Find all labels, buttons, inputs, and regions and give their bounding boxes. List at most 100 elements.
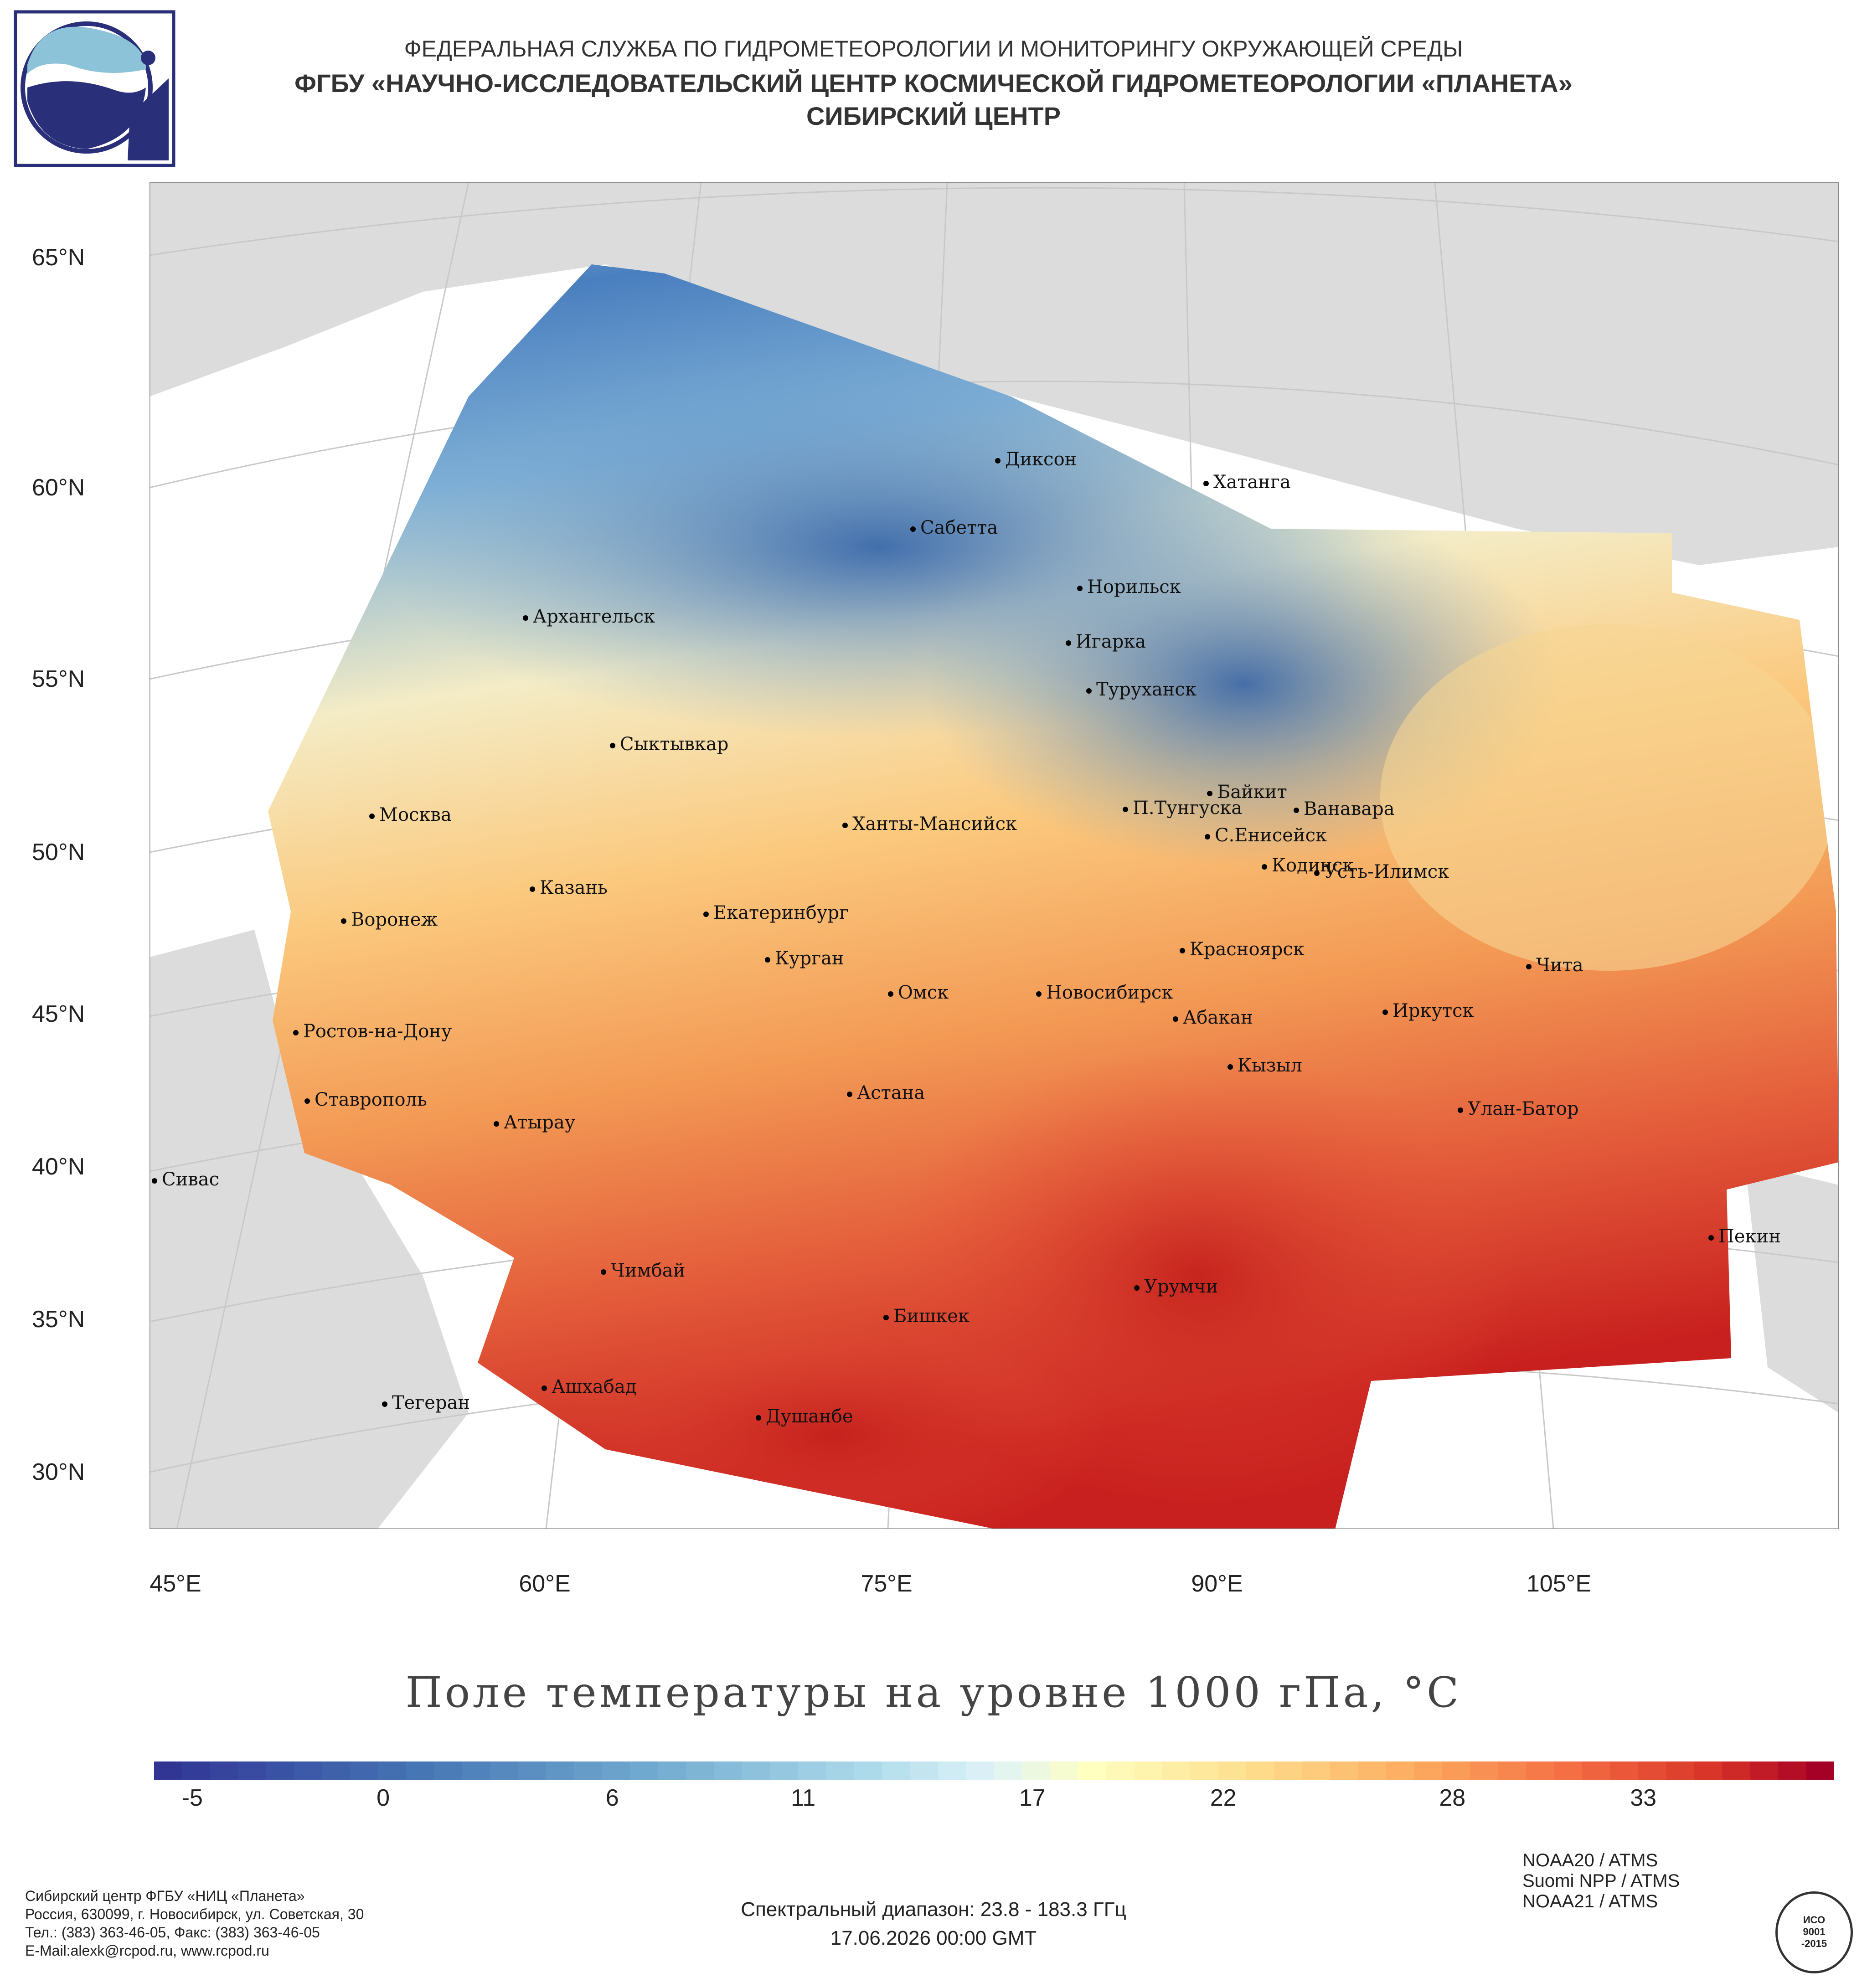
city-label: Чимбай <box>601 1260 685 1281</box>
city-label: Урумчи <box>1134 1276 1218 1297</box>
city-label: Ванавара <box>1294 798 1395 819</box>
iso-year: -2015 <box>1801 1938 1827 1949</box>
instrument: NOAA21 / ATMS <box>1522 1891 1658 1911</box>
city-label: Астана <box>847 1082 925 1103</box>
colorbar-bin <box>490 1761 519 1780</box>
city-label: Улан-Батор <box>1458 1098 1578 1119</box>
colorbar-bin <box>1246 1761 1275 1780</box>
city-label: Ростов-на-Дону <box>293 1021 452 1042</box>
colorbar-bin <box>294 1761 323 1780</box>
temperature-map <box>150 182 1839 1529</box>
city-label: Ставрополь <box>304 1089 427 1110</box>
colorbar-bin <box>406 1761 435 1780</box>
lat-label: 55°N <box>32 666 85 692</box>
colorbar-bin <box>742 1761 771 1780</box>
city-label: Воронеж <box>341 909 438 930</box>
colorbar-bin <box>658 1761 687 1780</box>
city-label: Усть-Илимск <box>1314 861 1449 882</box>
lat-label: 45°N <box>32 1001 85 1027</box>
iso-number: 9001 <box>1803 1926 1826 1937</box>
city-label: Новосибирск <box>1036 982 1173 1003</box>
city-label: Туруханск <box>1086 679 1197 700</box>
colorbar-bin <box>434 1761 463 1780</box>
city-label: Хатанга <box>1203 472 1291 493</box>
instrument: NOAA20 / ATMS <box>1522 1850 1658 1870</box>
colorbar-bin <box>1638 1761 1667 1780</box>
lon-label: 45°E <box>150 1571 201 1597</box>
city-label: Диксон <box>995 449 1077 470</box>
city-label: Красноярск <box>1180 939 1305 960</box>
lat-label: 50°N <box>32 839 85 865</box>
city-label: Сыктывкар <box>610 734 728 755</box>
colorbar-bin <box>714 1761 743 1780</box>
colorbar-bin <box>266 1761 295 1780</box>
colorbar-bin <box>1302 1761 1331 1780</box>
iso-label: ИСО <box>1803 1914 1826 1926</box>
center-title: ФГБУ «НАУЧНО-ИССЛЕДОВАТЕЛЬСКИЙ ЦЕНТР КОС… <box>294 69 1573 98</box>
colorbar-tick-label: 0 <box>376 1785 390 1811</box>
colorbar-bin <box>798 1761 827 1780</box>
colorbar-bin <box>350 1761 379 1780</box>
city-label: Игарка <box>1066 631 1146 652</box>
colorbar-bin <box>1498 1761 1527 1780</box>
colorbar-bin <box>518 1761 547 1780</box>
colorbar-bin <box>1806 1761 1834 1780</box>
colorbar-bin <box>1218 1761 1247 1780</box>
lon-label: 75°E <box>861 1571 913 1597</box>
city-label: Архангельск <box>523 606 655 627</box>
colorbar-bin <box>826 1761 855 1780</box>
lat-label: 60°N <box>32 474 85 501</box>
city-label: Абакан <box>1173 1007 1253 1028</box>
datetime: 17.06.2026 00:00 GMT <box>830 1927 1037 1949</box>
colorbar-bin <box>1750 1761 1779 1780</box>
colorbar-bin <box>1442 1761 1471 1780</box>
lat-label: 40°N <box>32 1154 85 1180</box>
colorbar-bin <box>882 1761 911 1780</box>
city-label: Екатеринбург <box>703 902 849 923</box>
city-label: Бишкек <box>883 1306 970 1327</box>
colorbar-bin <box>686 1761 715 1780</box>
instrument: Suomi NPP / ATMS <box>1522 1871 1680 1891</box>
colorbar-bin <box>210 1761 239 1780</box>
org-address: Россия, 630099, г. Новосибирск, ул. Сове… <box>25 1906 364 1922</box>
colorbar-tick-label: 17 <box>1019 1785 1046 1811</box>
colorbar-bin <box>1694 1761 1723 1780</box>
branch-title: СИБИРСКИЙ ЦЕНТР <box>806 102 1061 130</box>
city-label: Омск <box>888 982 949 1003</box>
city-label: Сабетта <box>910 517 998 538</box>
colorbar-bin <box>1526 1761 1555 1780</box>
colorbar-bin <box>238 1761 267 1780</box>
org-email: E-Mail:alexk@rcpod.ru, www.rcpod.ru <box>25 1942 269 1959</box>
colorbar-bin <box>154 1761 183 1780</box>
city-label: Норильск <box>1077 577 1181 597</box>
chart-title: Поле температуры на уровне 1000 гПа, °C <box>405 1668 1462 1717</box>
city-label: П.Тунгуска <box>1123 798 1242 819</box>
city-label: Сивас <box>152 1169 219 1190</box>
colorbar-bin <box>1330 1761 1359 1780</box>
colorbar-bin <box>938 1761 967 1780</box>
colorbar-bin <box>1162 1761 1191 1780</box>
colorbar-tick-label: -5 <box>181 1785 203 1811</box>
lon-label: 60°E <box>519 1571 571 1597</box>
colorbar-bin <box>574 1761 603 1780</box>
colorbar-bin <box>1666 1761 1695 1780</box>
spectral-range: Спектральный диапазон: 23.8 - 183.3 ГГц <box>741 1898 1126 1921</box>
colorbar-bin <box>770 1761 799 1780</box>
city-label: Москва <box>369 804 452 825</box>
iso-certification-badge: ИСО 9001 -2015 <box>1775 1891 1853 1973</box>
city-label: Кызыл <box>1227 1055 1302 1076</box>
colorbar-tick-label: 22 <box>1210 1785 1237 1811</box>
colorbar-bin <box>322 1761 351 1780</box>
colorbar-bin <box>1050 1761 1079 1780</box>
city-label: Чита <box>1526 955 1583 976</box>
colorbar-bin <box>1582 1761 1611 1780</box>
city-label: С.Енисейск <box>1205 825 1327 846</box>
colorbar-bin <box>910 1761 939 1780</box>
city-label: Иркутск <box>1382 1000 1474 1021</box>
colorbar-bin <box>1554 1761 1583 1780</box>
colorbar-bin <box>1470 1761 1499 1780</box>
city-label: Атырау <box>494 1112 575 1133</box>
lat-label: 35°N <box>32 1306 85 1333</box>
city-label: Пекин <box>1708 1226 1781 1247</box>
colorbar-bin <box>1386 1761 1415 1780</box>
